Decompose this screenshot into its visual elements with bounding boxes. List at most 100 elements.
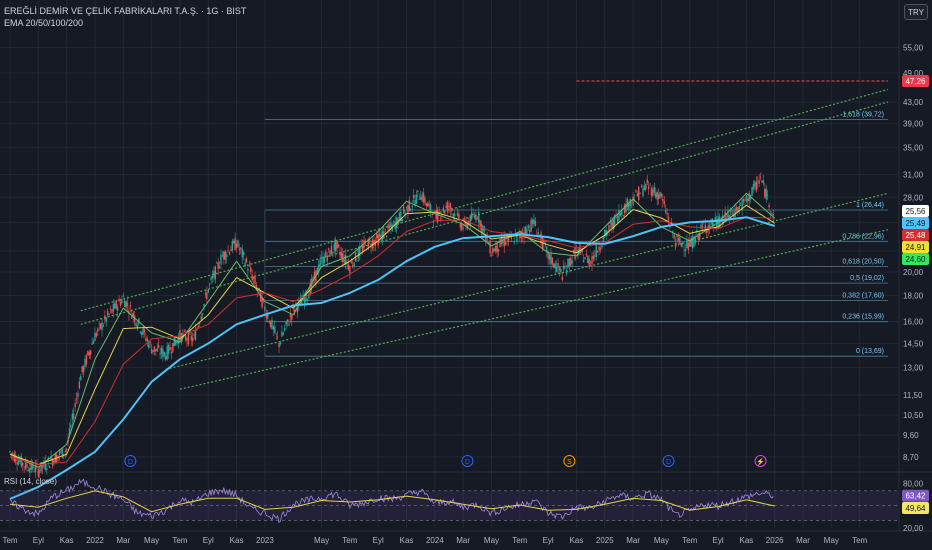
candle-body xyxy=(64,451,66,452)
candle-body xyxy=(196,329,198,330)
candle-body xyxy=(659,192,661,198)
candle-body xyxy=(738,206,741,209)
candle-body xyxy=(31,463,34,469)
fib-level-label: 1,618 (39,72) xyxy=(842,112,884,119)
candle-body xyxy=(343,259,345,264)
candle-body xyxy=(401,218,403,222)
price-tick-label: 31,00 xyxy=(903,171,924,180)
candle-body xyxy=(165,355,167,360)
rsi-tick-label: 20,00 xyxy=(903,524,924,533)
candle-body xyxy=(237,240,239,247)
candle-body xyxy=(370,246,372,248)
event-marker[interactable] xyxy=(662,455,675,467)
candle-body xyxy=(585,254,588,256)
candle-body xyxy=(727,210,729,220)
candle-body xyxy=(63,453,65,456)
candle-body xyxy=(543,240,545,244)
indicator-label[interactable]: EMA 20/50/100/200 xyxy=(4,18,84,28)
candle-body xyxy=(524,226,527,235)
ema-lines xyxy=(9,192,776,500)
candle-body xyxy=(642,188,644,197)
event-marker[interactable] xyxy=(754,455,767,467)
candle-body xyxy=(121,299,123,304)
candle-body xyxy=(408,200,411,211)
candle-body xyxy=(463,219,466,220)
candle-body xyxy=(296,308,299,313)
ema20-line xyxy=(9,192,776,468)
candle-body xyxy=(391,224,394,232)
price-tick-label: 8,70 xyxy=(903,453,919,462)
price-tick-label: 16,00 xyxy=(903,318,924,327)
candle-body xyxy=(173,336,175,347)
price-badge-bg xyxy=(902,217,929,229)
candle-body xyxy=(286,319,289,323)
candle-body xyxy=(427,202,429,207)
candle-body xyxy=(85,355,88,365)
candle-body xyxy=(98,323,100,325)
candle-body xyxy=(60,450,62,452)
candle-body xyxy=(718,216,721,229)
event-marker[interactable] xyxy=(563,455,576,467)
price-axis[interactable]: 8,70 9,60 10,50 11,50 13,00 14,50 16,00 18,00 20… xyxy=(903,43,924,533)
candle-body xyxy=(318,264,320,273)
rsi-tick-label: 80,00 xyxy=(903,479,924,488)
candle-body xyxy=(51,459,54,466)
candle-body xyxy=(149,341,151,343)
candle-body xyxy=(194,330,197,341)
candle-body xyxy=(615,214,617,216)
candle-body xyxy=(557,263,559,267)
candle-body xyxy=(200,316,202,320)
event-marker[interactable] xyxy=(124,455,137,467)
candle-body xyxy=(588,259,590,266)
time-tick-label: May xyxy=(824,536,839,545)
candle-body xyxy=(279,342,282,344)
candle-body xyxy=(221,255,224,257)
candle-body xyxy=(677,237,680,241)
candle-body xyxy=(242,251,245,256)
candle-body xyxy=(609,222,612,224)
price-tick-label: 55,00 xyxy=(903,43,924,52)
candle-body xyxy=(595,245,597,257)
candle-body xyxy=(527,225,530,228)
event-marker-symbol: D xyxy=(128,459,133,466)
currency-button[interactable]: TRY xyxy=(904,4,928,20)
candle-body xyxy=(87,350,89,356)
candle-body xyxy=(125,301,127,309)
candle-body xyxy=(536,234,538,236)
time-tick-label: Tem xyxy=(2,536,17,545)
candle-body xyxy=(211,275,214,279)
candle-body xyxy=(82,366,85,373)
time-axis[interactable]: Tem Eyl Kas 2022 Mar May Tem Eyl Kas 2023 May Tem Ey… xyxy=(2,536,867,545)
candle-body xyxy=(216,262,218,264)
candle-body xyxy=(664,210,667,213)
candle-body xyxy=(589,262,592,264)
candle-body xyxy=(139,331,141,333)
candle-body xyxy=(478,211,480,223)
candle-body xyxy=(186,338,188,341)
candle-body xyxy=(580,248,582,249)
candle-body xyxy=(24,460,27,469)
candle-body xyxy=(245,258,248,263)
event-marker[interactable] xyxy=(461,455,474,467)
candle-body xyxy=(636,193,639,197)
candle-body xyxy=(210,277,212,280)
candle-body xyxy=(40,461,42,472)
candle-body xyxy=(647,186,650,189)
candle-body xyxy=(489,240,491,254)
fib-level-label: 0,618 (20,50) xyxy=(842,259,884,266)
candle-body xyxy=(421,194,423,201)
candle-body xyxy=(680,242,682,247)
candle-body xyxy=(30,461,32,470)
candle-body xyxy=(629,198,631,207)
candle-body xyxy=(191,337,194,342)
candle-body xyxy=(752,184,755,190)
candle-body xyxy=(764,189,766,197)
candle-body xyxy=(247,268,249,272)
candle-body xyxy=(289,314,292,318)
candle-body xyxy=(65,448,68,451)
candle-body xyxy=(439,218,442,220)
event-markers[interactable]: D D S D ⚡ xyxy=(124,455,767,467)
price-badge: 25,56 xyxy=(905,207,926,216)
